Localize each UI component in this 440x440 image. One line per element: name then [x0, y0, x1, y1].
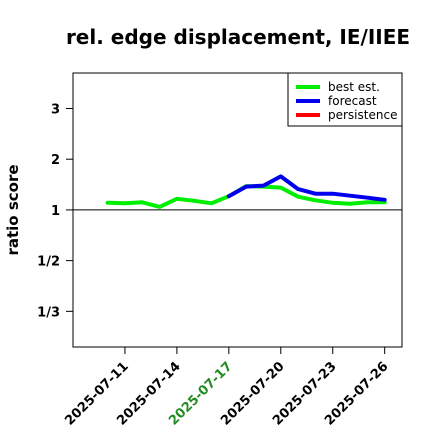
y-tick-label: 1/2 [37, 255, 60, 270]
legend-label: forecast [328, 94, 377, 108]
legend-label: best est. [328, 80, 380, 94]
y-tick-label: 3 [51, 102, 60, 117]
y-axis-label: ratio score [4, 164, 22, 255]
series-line-forecast [226, 174, 387, 202]
chart-title: rel. edge displacement, IE/IIEE [66, 25, 410, 49]
y-tick-label: 2 [51, 153, 60, 168]
legend-label: persistence [328, 108, 397, 122]
y-tick-label: 1 [51, 204, 60, 219]
y-tick-label: 1/3 [37, 305, 60, 320]
